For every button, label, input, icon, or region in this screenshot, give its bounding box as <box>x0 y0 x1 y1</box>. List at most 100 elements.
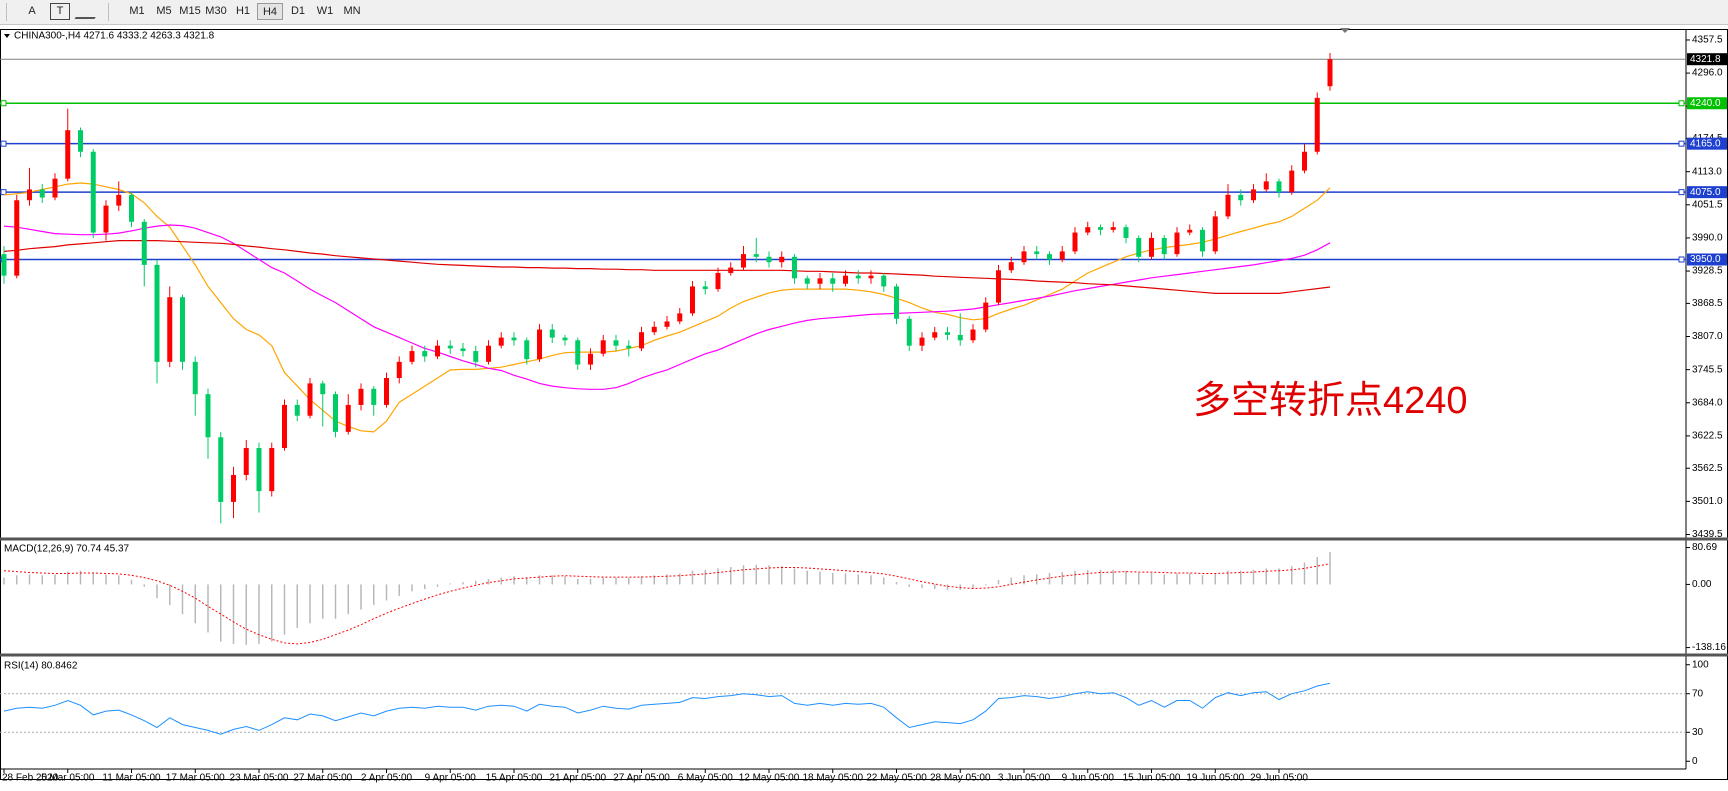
candle-body <box>1251 189 1256 201</box>
candle-body <box>728 267 734 273</box>
candle-body <box>1212 216 1218 252</box>
candle-body <box>1059 251 1065 260</box>
candle-body <box>1289 170 1295 193</box>
period-button[interactable]: M15 <box>179 5 201 17</box>
period-button[interactable]: D1 <box>290 5 306 17</box>
x-tick-label: 2 Apr 05:00 <box>361 773 413 784</box>
candle-body <box>447 345 453 349</box>
x-tick-label: 21 Apr 05:00 <box>549 773 606 784</box>
rsi-line <box>3 682 1331 735</box>
y-tick-label: 3745.5 <box>1692 364 1723 375</box>
candle-body <box>741 254 746 268</box>
candle-body <box>1098 227 1103 230</box>
level-label-box <box>1687 137 1727 150</box>
tool-button[interactable]: A <box>28 5 36 17</box>
period-button[interactable]: W1 <box>316 5 334 17</box>
y-tick-label: 3684.0 <box>1692 397 1723 408</box>
x-tick-label: 17 Mar 05:00 <box>166 773 225 784</box>
candle-body <box>460 348 466 352</box>
candle-body <box>345 404 351 432</box>
y-tick-label: 0.00 <box>1692 579 1712 590</box>
period-button[interactable]: H1 <box>235 5 251 17</box>
candle-body <box>1187 229 1193 233</box>
candle-body <box>753 254 759 257</box>
candle-body <box>1174 232 1180 255</box>
x-tick-label: 15 Apr 05:00 <box>486 773 543 784</box>
candle-body <box>511 337 517 341</box>
period-button[interactable]: H4 <box>257 3 283 20</box>
x-tick-label: 27 Apr 05:00 <box>613 773 670 784</box>
candle-body <box>78 130 83 152</box>
indicator-title: MACD(12,26,9) 70.74 45.37 <box>4 544 130 555</box>
level-label-box <box>1687 186 1727 199</box>
candle-body <box>256 448 262 492</box>
candle-body <box>1161 237 1167 255</box>
candle-body <box>205 394 211 438</box>
period-button[interactable]: M5 <box>156 5 172 17</box>
candle-body <box>320 383 326 395</box>
candle-body <box>1021 251 1027 263</box>
line-tools-icon[interactable] <box>74 7 102 19</box>
candle-body <box>524 340 530 360</box>
moving-average <box>3 240 1331 294</box>
candle-body <box>154 264 160 362</box>
y-tick-label: 4357.5 <box>1692 35 1723 46</box>
candle-body <box>1302 151 1307 171</box>
candle-body <box>1 254 7 276</box>
x-tick-label: 27 Mar 05:00 <box>293 773 352 784</box>
x-tick-label: 12 May 05:00 <box>739 773 800 784</box>
period-button[interactable]: M30 <box>205 5 227 17</box>
candle-body <box>779 256 785 263</box>
candle-body <box>129 194 134 222</box>
candle-body <box>358 388 364 405</box>
y-tick-label: 70 <box>1692 688 1704 699</box>
level-marker <box>1678 140 1685 147</box>
candle-body <box>473 351 479 362</box>
toolbar: A T M1 M5 M15 M30 H1 H4 D1 W1 MN <box>0 0 1728 25</box>
candle-body <box>1200 229 1205 252</box>
candle-body <box>983 302 989 330</box>
period-button[interactable]: M1 <box>129 5 145 17</box>
candle-body <box>690 286 695 314</box>
candle-body <box>588 353 593 365</box>
candle-body <box>1263 181 1269 190</box>
candle-body <box>486 345 491 362</box>
y-tick-label: 3622.5 <box>1692 431 1723 442</box>
candle-body <box>970 329 976 341</box>
candle-body <box>371 388 377 405</box>
candle-body <box>243 448 249 475</box>
candle-body <box>167 297 173 362</box>
y-tick-label: 3562.5 <box>1692 463 1723 474</box>
y-tick-label: 4113.0 <box>1692 166 1722 177</box>
annotation: 多空转折点4240 <box>1193 380 1468 422</box>
period-button[interactable]: MN <box>343 5 361 17</box>
candle-body <box>39 189 45 198</box>
candle-body <box>141 221 147 265</box>
tool-button[interactable]: T <box>50 3 70 20</box>
y-tick-label: 4051.5 <box>1692 199 1723 210</box>
level-marker <box>0 100 7 107</box>
chart: 4357.54296.04234.54174.54113.04051.53990… <box>0 28 1728 784</box>
candle-body <box>422 351 428 357</box>
candle-body <box>549 329 555 338</box>
candle-body <box>575 340 581 365</box>
candle-body <box>1047 254 1052 260</box>
y-tick-label: 30 <box>1692 727 1704 738</box>
candle-body <box>855 275 861 279</box>
x-tick-label: 28 May 05:00 <box>930 773 991 784</box>
level-marker <box>1678 100 1685 107</box>
x-tick-label: 29 Jun 05:00 <box>1250 773 1308 784</box>
x-tick-label: 15 Jun 05:00 <box>1123 773 1181 784</box>
candle-body <box>1314 97 1320 152</box>
x-tick-label: 19 Jun 05:00 <box>1186 773 1244 784</box>
y-tick-label: 4296.0 <box>1692 68 1723 79</box>
separator <box>108 3 109 21</box>
candle-body <box>192 361 198 395</box>
candle-body <box>766 256 772 263</box>
candle-body <box>1034 251 1040 255</box>
level-label-box <box>1687 253 1727 266</box>
x-tick-label: 5 Mar 05:00 <box>41 773 95 784</box>
candle-body <box>715 272 721 290</box>
candle-body <box>1149 237 1154 257</box>
candle-body <box>817 278 823 284</box>
